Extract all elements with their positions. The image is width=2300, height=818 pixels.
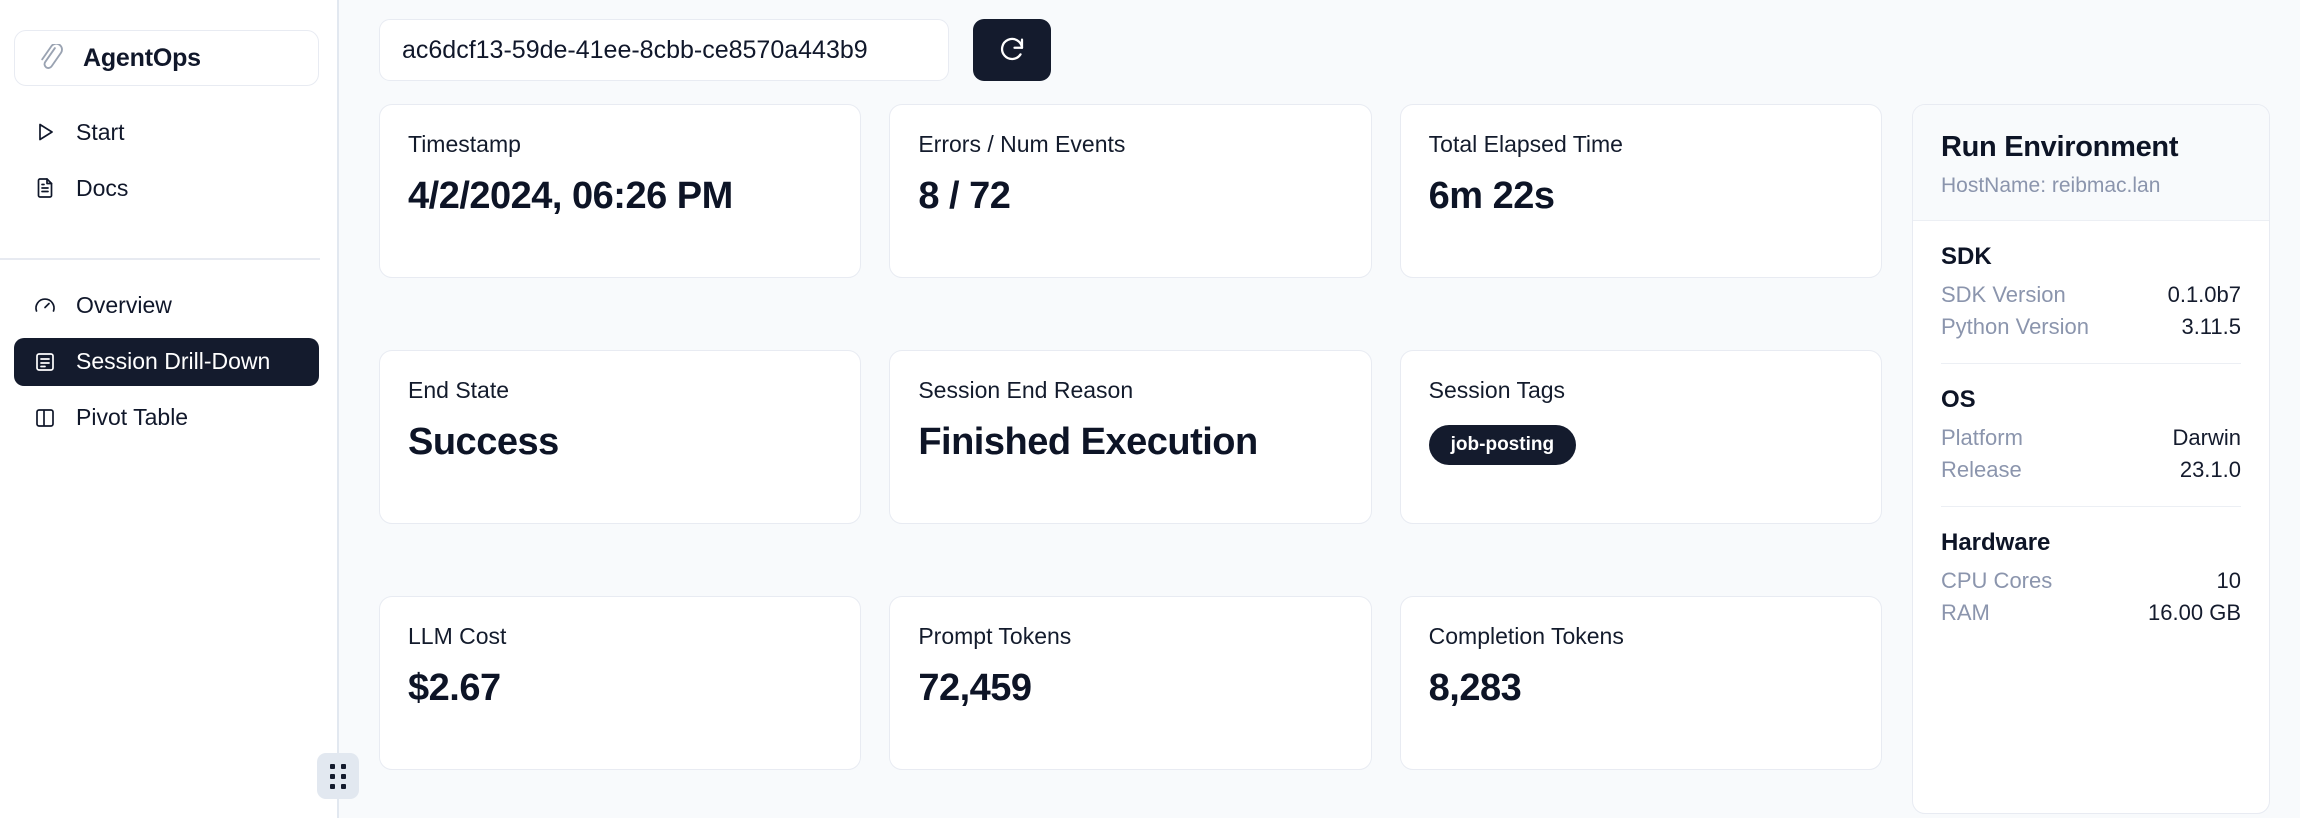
paperclip-icon xyxy=(37,43,67,73)
session-tag-list: job-posting xyxy=(1428,424,1853,465)
metric-card-session-tags: Session Tags job-posting xyxy=(1399,350,1882,524)
sidebar: AgentOps Start Docs xyxy=(0,0,359,818)
metric-cards-grid: Timestamp 4/2/2024, 06:26 PM Errors / Nu… xyxy=(379,104,1882,814)
metric-card-total-elapsed-time: Total Elapsed Time 6m 22s xyxy=(1399,104,1882,278)
env-row: Platform Darwin xyxy=(1941,422,2241,454)
card-label: Timestamp xyxy=(408,131,521,157)
sidebar-group-primary: Start Docs xyxy=(0,86,337,232)
list-panel-icon xyxy=(32,349,58,375)
card-value: 6m 22s xyxy=(1428,174,1555,217)
card-label: Total Elapsed Time xyxy=(1428,131,1623,157)
env-value: 3.11.5 xyxy=(2181,314,2241,339)
drag-grip-icon xyxy=(330,763,346,789)
env-section-hardware: Hardware CPU Cores 10 RAM 16.00 GB xyxy=(1941,507,2241,649)
env-value: 10 xyxy=(2216,568,2241,593)
main-content: Timestamp 4/2/2024, 06:26 PM Errors / Nu… xyxy=(339,0,2300,818)
metric-card-llm-cost: LLM Cost $2.67 xyxy=(379,596,862,770)
env-row: Release 23.1.0 xyxy=(1941,454,2241,486)
metric-card-end-state: End State Success xyxy=(379,350,862,524)
sidebar-item-start[interactable]: Start xyxy=(14,108,319,156)
content-area: Timestamp 4/2/2024, 06:26 PM Errors / Nu… xyxy=(379,104,2270,814)
card-label: Completion Tokens xyxy=(1428,623,1624,649)
metric-card-prompt-tokens: Prompt Tokens 72,459 xyxy=(889,596,1372,770)
sidebar-item-label: Overview xyxy=(76,292,172,318)
run-environment-header: Run Environment HostName: reibmac.lan xyxy=(1913,105,2269,221)
card-value: 72,459 xyxy=(918,666,1032,709)
metric-card-timestamp: Timestamp 4/2/2024, 06:26 PM xyxy=(379,104,862,278)
env-row: RAM 16.00 GB xyxy=(1941,597,2241,629)
sidebar-group-views: Overview Session Drill-Down xyxy=(0,260,337,462)
sidebar-resize-handle[interactable] xyxy=(317,753,359,799)
env-key: Platform xyxy=(1941,425,2023,450)
refresh-button[interactable] xyxy=(973,19,1051,81)
toolbar xyxy=(379,18,2270,82)
refresh-icon xyxy=(997,34,1027,67)
env-key: CPU Cores xyxy=(1941,568,2053,593)
card-value: 8,283 xyxy=(1428,666,1522,709)
card-label: Session End Reason xyxy=(918,377,1134,403)
sidebar-item-label: Session Drill-Down xyxy=(76,348,271,374)
env-value: 0.1.0b7 xyxy=(2167,282,2241,307)
env-key: Python Version xyxy=(1941,314,2089,339)
sidebar-item-docs[interactable]: Docs xyxy=(14,164,319,212)
env-key: SDK Version xyxy=(1941,282,2066,307)
card-label: Session Tags xyxy=(1428,377,1566,403)
hostname-label: HostName: reibmac.lan xyxy=(1941,174,2161,197)
sidebar-item-overview[interactable]: Overview xyxy=(14,282,319,330)
env-value: 16.00 GB xyxy=(2148,600,2241,625)
brand-name: AgentOps xyxy=(83,43,201,72)
env-value: 23.1.0 xyxy=(2179,457,2241,482)
sidebar-item-label: Docs xyxy=(76,174,129,201)
sidebar-item-label: Start xyxy=(76,118,125,145)
env-section-title: SDK xyxy=(1941,243,1992,270)
env-section-title: Hardware xyxy=(1941,529,2051,556)
play-icon xyxy=(32,119,58,145)
env-section-sdk: SDK SDK Version 0.1.0b7 Python Version 3… xyxy=(1941,221,2241,364)
columns-icon xyxy=(32,405,58,431)
env-section-title: OS xyxy=(1941,386,1976,413)
env-section-os: OS Platform Darwin Release 23.1.0 xyxy=(1941,364,2241,507)
metric-card-errors-num-events: Errors / Num Events 8 / 72 xyxy=(889,104,1372,278)
gauge-icon xyxy=(32,293,58,319)
card-value: Finished Execution xyxy=(918,420,1258,463)
env-row: Python Version 3.11.5 xyxy=(1941,311,2241,343)
env-row: SDK Version 0.1.0b7 xyxy=(1941,279,2241,311)
session-id-input[interactable] xyxy=(379,19,949,81)
env-key: RAM xyxy=(1941,600,1990,625)
sidebar-item-session-drill-down[interactable]: Session Drill-Down xyxy=(14,337,319,386)
card-label: Errors / Num Events xyxy=(918,131,1126,157)
metric-card-completion-tokens: Completion Tokens 8,283 xyxy=(1399,596,1882,770)
sidebar-divider xyxy=(0,258,320,260)
brand-logo[interactable]: AgentOps xyxy=(14,30,319,86)
page-title: Run Environment xyxy=(1941,131,2179,163)
card-value: 8 / 72 xyxy=(918,174,1011,217)
document-icon xyxy=(32,175,58,201)
sidebar-item-pivot-table[interactable]: Pivot Table xyxy=(14,394,319,442)
status-badge[interactable]: job-posting xyxy=(1428,424,1577,465)
sidebar-item-label: Pivot Table xyxy=(76,404,189,430)
card-label: End State xyxy=(408,377,510,403)
run-environment-body: SDK SDK Version 0.1.0b7 Python Version 3… xyxy=(1913,221,2269,649)
card-value: Success xyxy=(408,420,559,463)
card-value: 4/2/2024, 06:26 PM xyxy=(408,174,733,217)
card-value: $2.67 xyxy=(408,666,501,709)
card-label: Prompt Tokens xyxy=(918,623,1072,649)
sidebar-nav: Start Docs xyxy=(0,86,337,462)
env-value: Darwin xyxy=(2172,425,2241,450)
run-environment-panel: Run Environment HostName: reibmac.lan SD… xyxy=(1912,104,2270,814)
metric-card-session-end-reason: Session End Reason Finished Execution xyxy=(889,350,1372,524)
env-row: CPU Cores 10 xyxy=(1941,565,2241,597)
env-key: Release xyxy=(1941,457,2022,482)
card-label: LLM Cost xyxy=(408,623,507,649)
